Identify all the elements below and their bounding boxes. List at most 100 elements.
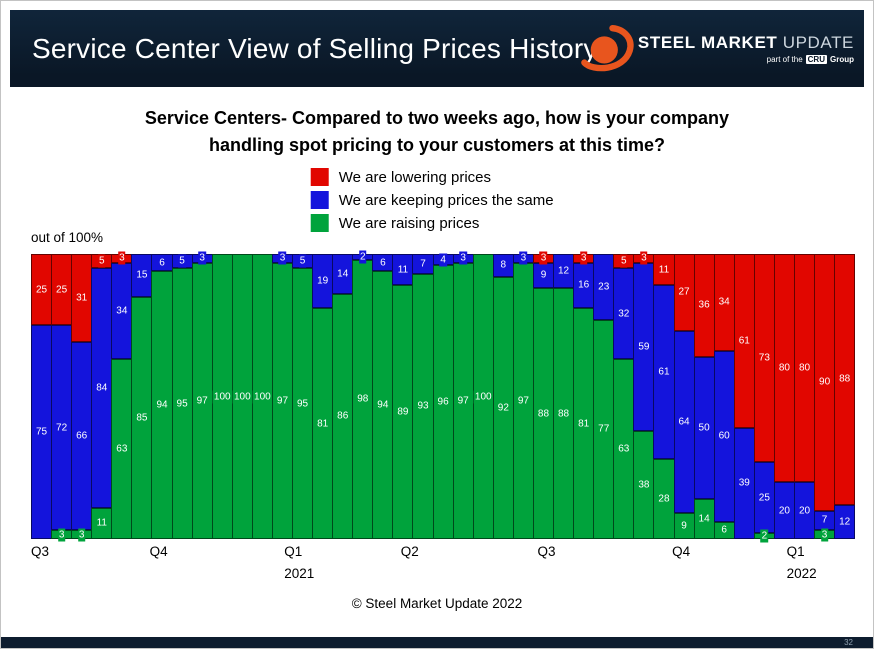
bar-segment-raising: 86	[332, 293, 354, 539]
bar-segment-raising: 3	[71, 528, 93, 542]
bar-value-label: 3	[57, 528, 66, 542]
bar-segment-keeping: 39	[733, 427, 755, 539]
bar-segment-keeping: 3	[271, 251, 294, 265]
bar-value-label: 61	[737, 334, 751, 348]
bar: 3 97	[271, 251, 294, 539]
bar-value-label: 89	[396, 405, 410, 419]
bar-segment-keeping: 50	[693, 356, 715, 500]
bar-segment-raising: 77	[593, 319, 615, 539]
x-tick: Q4	[672, 544, 690, 559]
bar: 5 95	[292, 254, 314, 539]
bar-value-label: 60	[717, 429, 731, 443]
bar-value-label: 28	[657, 492, 671, 506]
bar-segment-raising: 97	[191, 262, 213, 539]
x-tick-label: Q1	[786, 544, 805, 559]
bar-value-label: 12	[557, 264, 571, 278]
bar-value-label: 88	[536, 407, 551, 421]
x-axis: Q3 Q4 Q1 2021 Q2 Q3 Q4 Q1 2022	[31, 544, 855, 592]
bar-segment-raising: 6	[713, 521, 735, 539]
bar-value-label: 23	[597, 280, 611, 294]
bar-value-label: 38	[637, 478, 651, 492]
bar-value-label: 59	[637, 340, 651, 354]
bar-value-label: 34	[717, 295, 731, 309]
bar-segment-raising: 14	[693, 499, 715, 539]
bar: 25 75	[31, 254, 53, 539]
bar: 19 81	[312, 254, 334, 539]
bar-value-label: 100	[473, 390, 493, 403]
bar-segment-raising: 85	[131, 296, 153, 539]
bar: 73 25 2	[753, 254, 775, 543]
bar-value-label: 3	[278, 251, 287, 265]
bar-segment-lowering: 5	[613, 254, 635, 269]
bar-value-label: 100	[232, 390, 252, 403]
bar-segment-raising: 28	[653, 459, 675, 539]
bar: 36 50 14	[693, 254, 715, 539]
bar-segment-keeping: 11	[392, 254, 414, 286]
bar-segment-lowering: 25	[31, 254, 53, 326]
bar-segment-keeping: 64	[673, 330, 695, 514]
bar-value-label: 88	[557, 407, 571, 421]
bar-value-label: 3	[579, 251, 588, 265]
logo-tagline: part of the CRU Group	[767, 55, 854, 64]
bar-value-label: 3	[459, 251, 467, 265]
bar-segment-raising: 63	[111, 359, 133, 539]
bar-segment-keeping: 20	[793, 482, 816, 539]
bar: 2 98	[352, 250, 374, 539]
bar-value-label: 96	[436, 395, 450, 409]
bar: 3 59 38	[633, 251, 655, 539]
legend-swatch-raising	[310, 214, 329, 232]
bar-value-label: 90	[818, 375, 832, 389]
bar-segment-raising: 2	[753, 529, 775, 543]
bar-segment-lowering: 5	[91, 254, 113, 269]
bar-value-label: 11	[396, 263, 410, 277]
bar-segment-keeping: 75	[31, 325, 53, 539]
bar-segment-raising: 97	[452, 262, 474, 539]
logo-update: UPDATE	[782, 33, 854, 52]
bar-segment-raising: 11	[91, 507, 113, 539]
bar-value-label: 97	[195, 394, 209, 408]
bar-segment-keeping: 19	[312, 254, 334, 309]
bar: 27 64 9	[673, 254, 695, 539]
bar: 8 92	[492, 254, 514, 539]
bar-value-label: 97	[516, 394, 530, 408]
bar-value-label: 61	[657, 365, 671, 379]
legend-swatch-lowering	[310, 168, 329, 186]
bar-value-label: 27	[677, 285, 691, 299]
bar: 90 7 3	[814, 254, 836, 542]
bar: 31 66 3	[71, 254, 93, 542]
bar-value-label: 5	[298, 254, 307, 268]
bar-value-label: 63	[115, 442, 129, 456]
bar-segment-raising: 38	[633, 430, 655, 539]
bar-segment-raising: 63	[613, 359, 635, 539]
bar-value-label: 12	[838, 515, 852, 529]
bar: 3 97	[512, 251, 534, 539]
bar-value-label: 6	[720, 523, 728, 537]
bar-value-label: 84	[95, 381, 109, 395]
bar-value-label: 3	[539, 251, 548, 265]
bar-segment-keeping: 20	[773, 482, 795, 539]
bar-value-label: 3	[820, 528, 829, 542]
bar: 34 60 6	[713, 254, 735, 539]
bar: 6 94	[372, 254, 394, 539]
bar-value-label: 66	[75, 429, 89, 443]
bar-segment-keeping: 3	[452, 251, 474, 265]
bar-value-label: 3	[198, 251, 206, 265]
bar-value-label: 100	[253, 390, 272, 403]
legend-label: We are keeping prices the same	[338, 191, 554, 209]
x-tick: Q2	[401, 544, 419, 559]
x-tick-year: 2021	[284, 566, 315, 581]
page-title: Service Center View of Selling Prices Hi…	[32, 32, 598, 64]
bar-chart: 25 75 25 72 3 31 66 3 5 84 11 3 34 63 15 85 6 94 5 95 3 97 100…	[31, 250, 856, 543]
bar: 100	[472, 254, 494, 539]
bar-segment-keeping: 66	[71, 342, 93, 531]
bar-segment-raising: 3	[51, 528, 73, 542]
bar-segment-keeping: 9	[532, 262, 555, 289]
bar-segment-raising: 98	[352, 259, 374, 539]
bar-segment-lowering: 36	[693, 254, 715, 357]
bar-value-label: 20	[797, 504, 812, 517]
header-bar: Service Center View of Selling Prices Hi…	[10, 10, 864, 87]
bar-value-label: 100	[212, 390, 232, 403]
bar: 80 20	[773, 254, 795, 539]
bar: 100	[211, 254, 233, 539]
